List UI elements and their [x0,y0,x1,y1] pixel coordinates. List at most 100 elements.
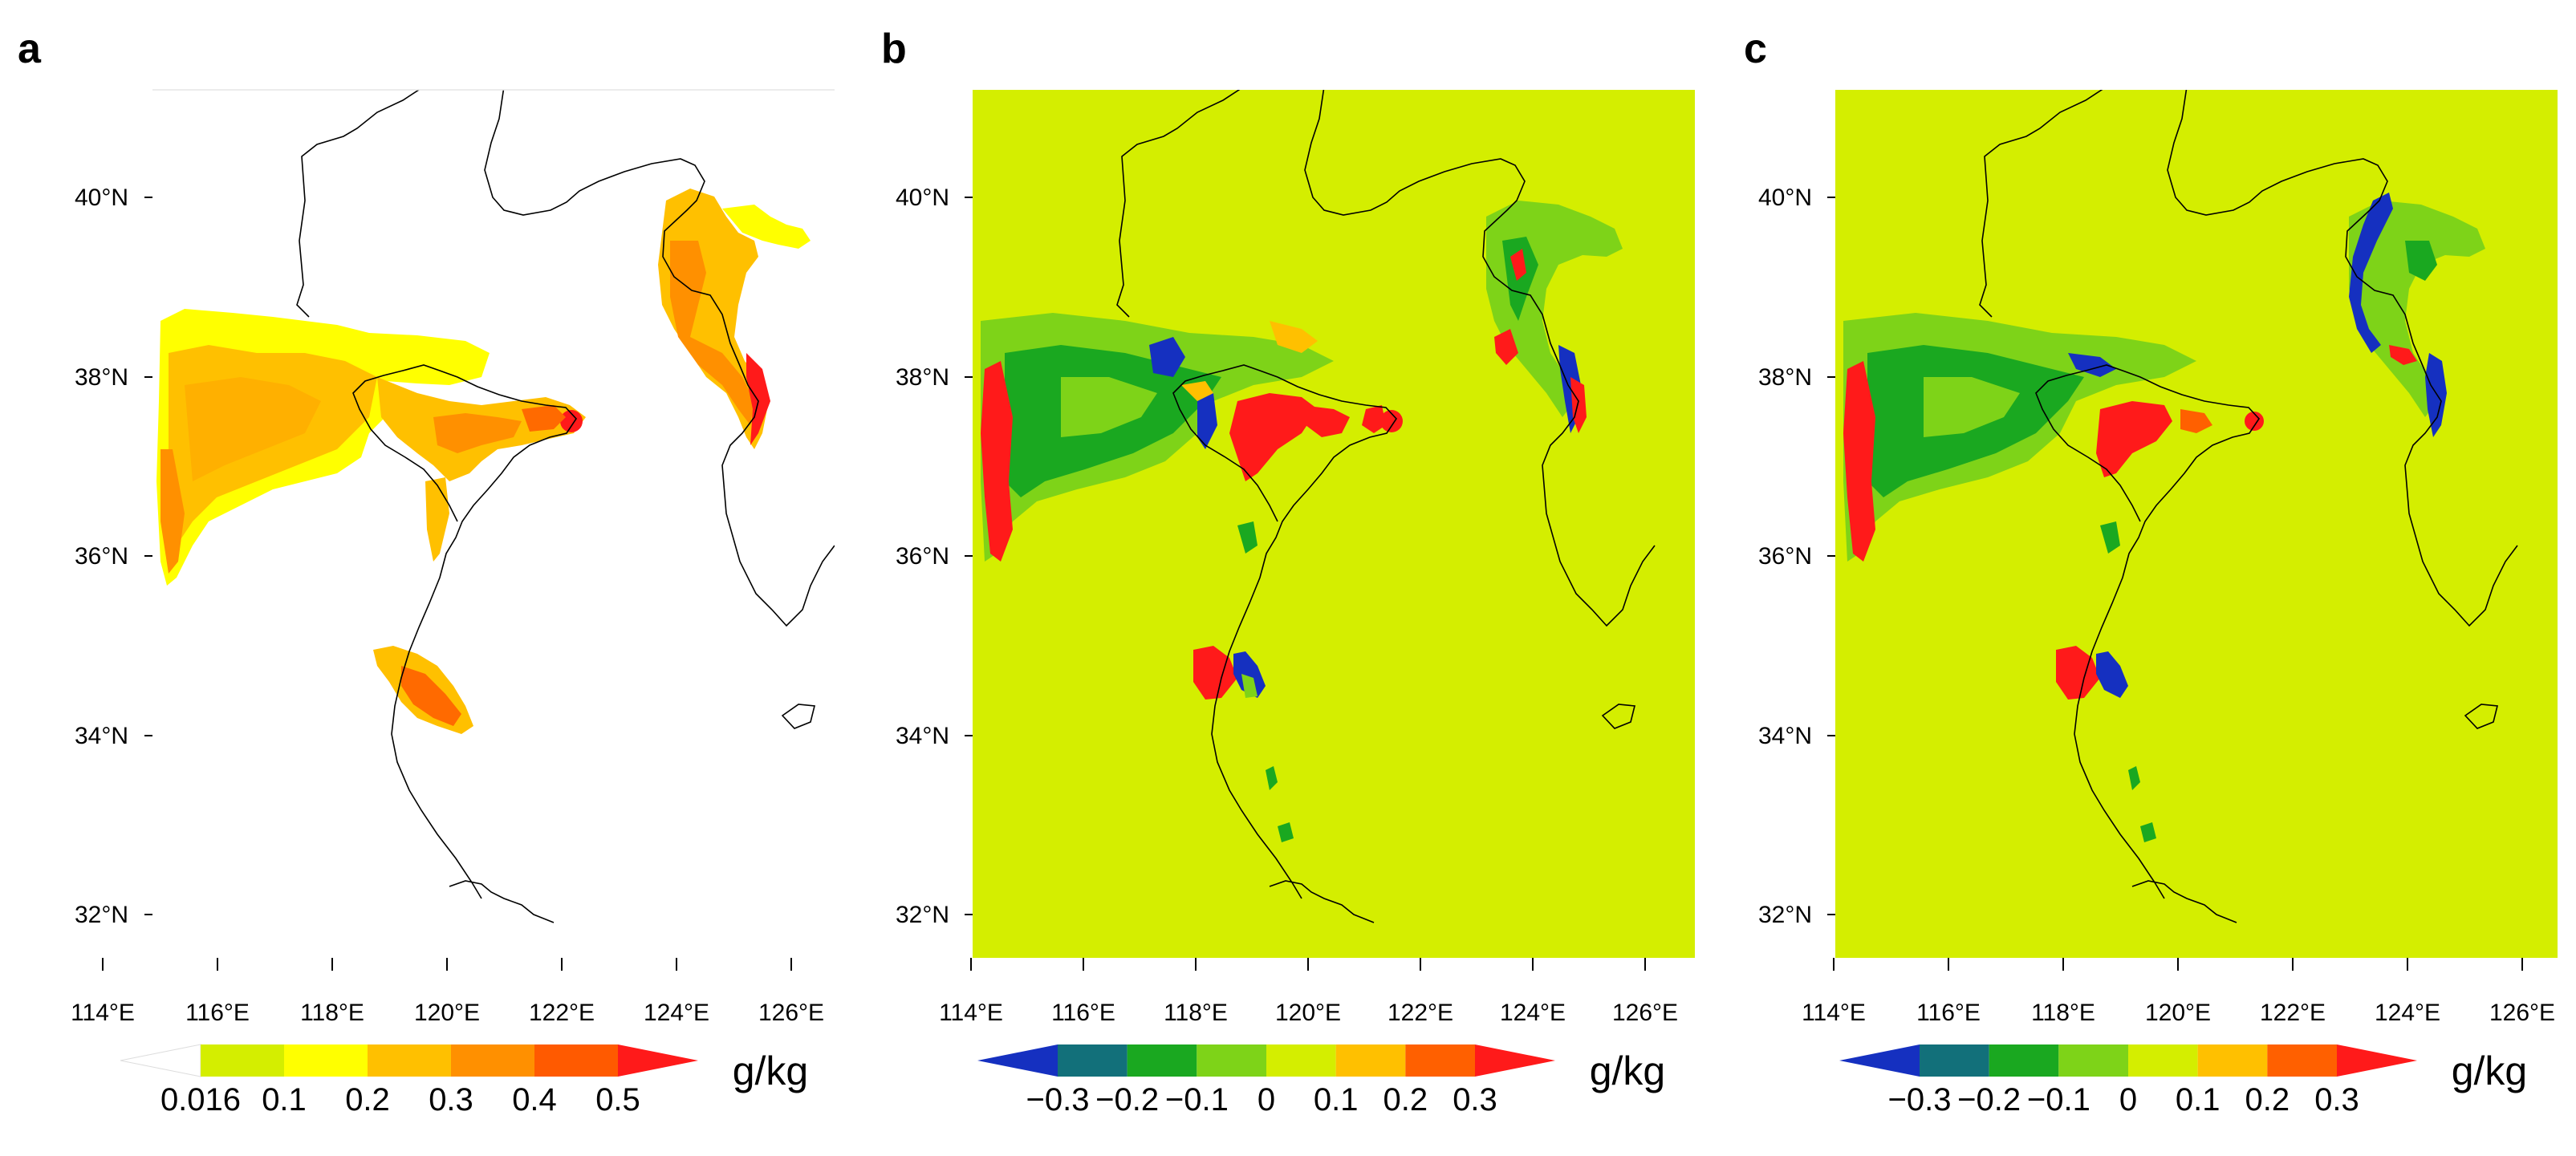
colorbar-label: −0.1 [2027,1082,2090,1117]
colorbar-box [2197,1044,2268,1077]
colorbar-box [284,1044,368,1077]
lon-tick-label: 116°E [1051,1000,1115,1026]
lon-tick-label: 124°E [644,1000,709,1026]
lon-tick-label: 120°E [414,1000,480,1026]
lon-axis-a: 114°E 116°E 118°E 120°E 122°E 124°E 126°E [71,958,824,1026]
lon-tick-label: 124°E [2375,1000,2440,1026]
colorbar-box [1197,1044,1266,1077]
lon-tick-label: 116°E [185,1000,250,1026]
panel-c: c [1744,26,2558,1117]
lon-tick-label: 126°E [2489,1000,2555,1026]
colorbar-label: 0.3 [1453,1082,1497,1117]
colorbar-arrow-low [1839,1044,1920,1077]
map-area-c [1835,90,2558,958]
colorbar-c: −0.3 −0.2 −0.1 0 0.1 0.2 0.3 g/kg [1839,1044,2527,1117]
lon-axis-c: 114°E 116°E 118°E 120°E 122°E 124°E 126°E [1802,958,2555,1026]
colorbar-box [451,1044,534,1077]
colorbar-label: 0.1 [262,1082,307,1117]
lat-axis-b: 40°N 38°N 36°N 34°N 32°N [896,185,973,928]
lon-axis-b: 114°E 116°E 118°E 120°E 122°E 124°E 126°E [939,958,1678,1026]
lon-tick-label: 116°E [1916,1000,1981,1026]
colorbar-box [2267,1044,2337,1077]
colorbar-unit: g/kg [2452,1049,2528,1093]
colorbar-label: 0.016 [160,1082,241,1117]
colorbar-box [1266,1044,1336,1077]
colorbar-box [368,1044,451,1077]
lat-tick-label: 40°N [896,185,949,211]
colorbar-arrow-low [120,1044,201,1077]
lon-tick-label: 118°E [2031,1000,2095,1026]
lat-tick-label: 36°N [896,543,949,570]
lat-tick-label: 38°N [896,364,949,391]
panel-label-a: a [18,26,42,72]
lat-tick-label: 34°N [896,723,949,749]
lon-tick-label: 118°E [300,1000,364,1026]
lon-tick-label: 122°E [2260,1000,2326,1026]
lat-tick-label: 40°N [75,185,128,211]
colorbar-box [2128,1044,2198,1077]
colorbar-label: 0.4 [512,1082,557,1117]
lon-tick-label: 120°E [1275,1000,1341,1026]
colorbar-label: 0.2 [345,1082,390,1117]
lon-tick-label: 120°E [2145,1000,2211,1026]
colorbar-arrow-high [1475,1044,1555,1077]
colorbar-arrow-high [618,1044,698,1077]
colorbar-arrow-high [2337,1044,2417,1077]
lat-axis-a: 40°N 38°N 36°N 34°N 32°N [75,185,152,928]
map-area-a [152,90,835,958]
lon-tick-label: 124°E [1500,1000,1566,1026]
colorbar-label: −0.3 [1888,1082,1952,1117]
colorbar-box [1335,1044,1406,1077]
colorbar-unit: g/kg [1590,1049,1666,1093]
map-area-b [973,90,1695,958]
lon-tick-label: 114°E [1802,1000,1866,1026]
panel-a: a [18,26,835,1117]
colorbar-label: 0.1 [2176,1082,2220,1117]
colorbar-label: 0.1 [1314,1082,1359,1117]
panel-label-b: b [881,26,907,72]
lat-tick-label: 38°N [75,364,128,391]
colorbar-label: 0.2 [1383,1082,1428,1117]
colorbar-box [2058,1044,2128,1077]
lon-tick-label: 114°E [71,1000,135,1026]
colorbar-box [1989,1044,2059,1077]
lat-axis-c: 40°N 38°N 36°N 34°N 32°N [1758,185,1835,928]
colorbar-box [201,1044,284,1077]
colorbar-label: 0 [2119,1082,2137,1117]
colorbar-box [1405,1044,1475,1077]
lat-tick-label: 38°N [1758,364,1812,391]
lon-tick-label: 126°E [1612,1000,1678,1026]
colorbar-a: 0.016 0.1 0.2 0.3 0.4 0.5 g/kg [120,1044,808,1117]
colorbar-box [1058,1044,1128,1077]
colorbar-box [1127,1044,1197,1077]
lat-tick-label: 34°N [75,723,128,749]
lat-tick-label: 34°N [1758,723,1812,749]
lat-tick-label: 32°N [1758,902,1812,928]
colorbar-label: −0.2 [1957,1082,2021,1117]
lon-tick-label: 126°E [758,1000,824,1026]
lon-tick-label: 114°E [939,1000,1003,1026]
colorbar-box [1920,1044,1989,1077]
panel-label-c: c [1744,26,1767,72]
lat-tick-label: 32°N [75,902,128,928]
colorbar-label: 0.3 [429,1082,473,1117]
lon-tick-label: 122°E [529,1000,595,1026]
colorbar-label: 0.5 [595,1082,640,1117]
lat-tick-label: 32°N [896,902,949,928]
colorbar-unit: g/kg [733,1049,809,1093]
colorbar-arrow-low [977,1044,1058,1077]
colorbar-label: −0.3 [1026,1082,1090,1117]
panel-b: b [881,26,1695,1117]
colorbar-box [534,1044,618,1077]
colorbar-label: 0.2 [2245,1082,2290,1117]
lon-tick-label: 122°E [1388,1000,1453,1026]
colorbar-label: −0.1 [1165,1082,1229,1117]
colorbar-label: 0 [1258,1082,1275,1117]
lat-tick-label: 36°N [1758,543,1812,570]
lat-tick-label: 36°N [75,543,128,570]
colorbar-label: −0.2 [1095,1082,1159,1117]
colorbar-b: −0.3 −0.2 −0.1 0 0.1 0.2 0.3 g/kg [977,1044,1665,1117]
lon-tick-label: 118°E [1164,1000,1228,1026]
lat-tick-label: 40°N [1758,185,1812,211]
